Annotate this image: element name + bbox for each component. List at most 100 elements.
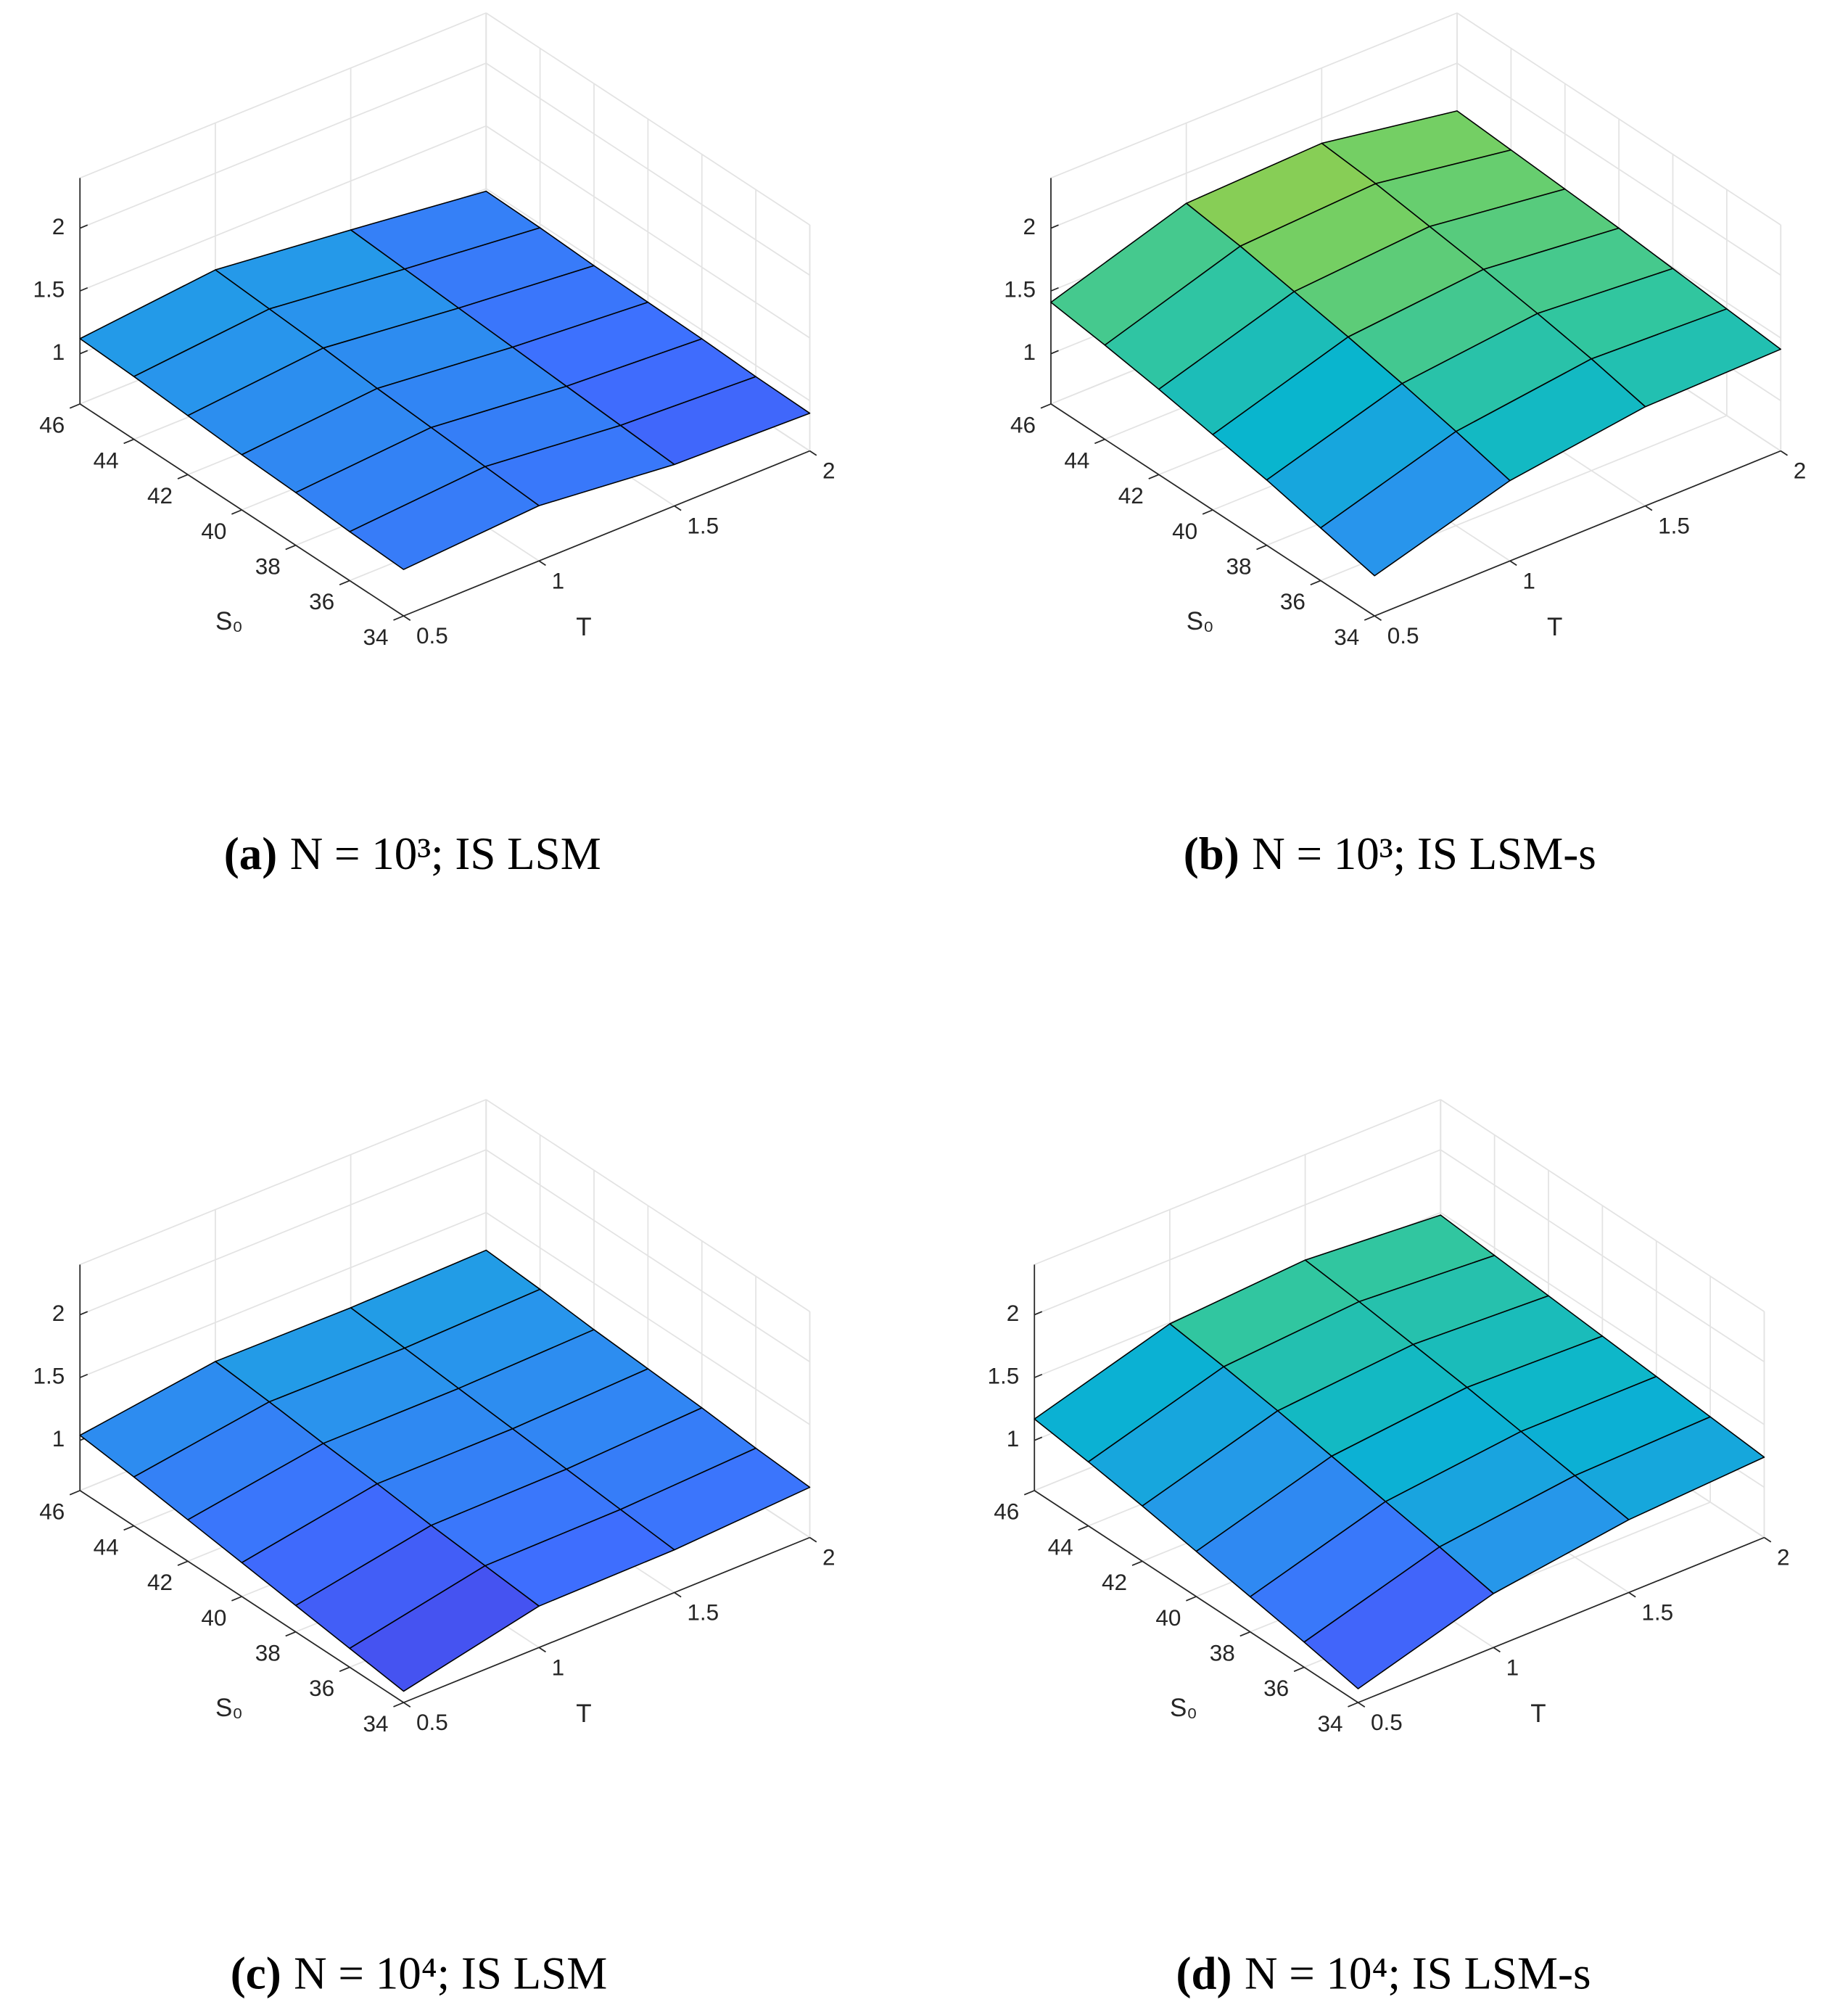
x-tick — [1493, 1647, 1501, 1653]
caption: N = 10⁴; IS LSM — [294, 1948, 607, 1998]
y-tick — [1040, 403, 1052, 409]
z-tick — [79, 224, 88, 229]
y-tick-label: 42 — [1118, 482, 1144, 508]
x-tick-label: 1 — [1506, 1654, 1519, 1680]
x-tick — [1358, 1702, 1366, 1708]
y-tick — [393, 1702, 404, 1708]
x-tick-label: 0.5 — [1371, 1709, 1403, 1735]
y-tick — [1148, 474, 1160, 479]
x-tick — [1628, 1591, 1636, 1598]
y-tick-label: 46 — [39, 1499, 65, 1525]
caption: N = 10³; IS LSM — [290, 828, 601, 879]
x-tick — [1645, 505, 1653, 511]
panel-label: (c) — [231, 1948, 281, 1998]
x-axis-label: T — [1547, 613, 1562, 641]
x-tick — [538, 1647, 546, 1653]
y-tick — [1202, 509, 1213, 515]
z-tick-label: 1.5 — [33, 1362, 65, 1388]
grid-line — [79, 1211, 487, 1378]
x-axis — [1358, 1536, 1765, 1703]
x-axis-label: T — [576, 613, 591, 641]
z-tick-label: 1.5 — [1004, 276, 1036, 302]
y-tick — [1186, 1596, 1197, 1602]
surface-face — [349, 466, 540, 570]
y-tick-label: 40 — [1155, 1605, 1181, 1631]
grid-line — [485, 1149, 810, 1363]
x-tick-label: 1.5 — [687, 1599, 719, 1626]
y-tick — [123, 1525, 134, 1531]
x-tick — [809, 450, 817, 456]
y-axis-label: S₀ — [215, 1694, 243, 1722]
y-tick — [1023, 1490, 1035, 1496]
y-tick-label: 40 — [201, 1605, 226, 1631]
y-axis-label: S₀ — [1170, 1694, 1197, 1722]
x-tick-label: 1.5 — [1658, 513, 1690, 539]
x-axis-label: T — [576, 1700, 591, 1728]
z-tick-label: 2 — [52, 213, 65, 239]
x-tick-label: 0.5 — [416, 622, 448, 648]
y-tick — [231, 1596, 242, 1602]
z-tick-label: 1 — [1023, 339, 1036, 365]
y-tick — [285, 544, 297, 551]
z-tick — [1034, 1373, 1043, 1378]
x-tick-label: 2 — [1777, 1544, 1790, 1570]
panel-label: (b) — [1184, 828, 1239, 879]
z-tick-label: 2 — [1007, 1300, 1020, 1326]
z-tick-label: 1.5 — [987, 1362, 1019, 1388]
y-tick-label: 34 — [1317, 1710, 1342, 1737]
y-tick — [285, 1631, 297, 1637]
y-tick-label: 46 — [994, 1499, 1019, 1525]
y-tick — [1131, 1560, 1143, 1566]
x-tick — [1509, 560, 1517, 567]
caption: N = 10³; IS LSM-s — [1252, 828, 1596, 879]
y-tick — [1348, 1702, 1358, 1708]
y-axis-label: S₀ — [1187, 607, 1214, 635]
y-tick — [1256, 544, 1267, 551]
y-tick-label: 36 — [1263, 1675, 1289, 1701]
z-tick — [1050, 350, 1059, 355]
y-tick-label: 40 — [1172, 518, 1197, 544]
x-tick — [1374, 615, 1382, 621]
grid-line — [485, 1211, 810, 1425]
surface-face — [1303, 1546, 1494, 1689]
y-tick-label: 42 — [1102, 1569, 1127, 1595]
grid-line — [1440, 1149, 1765, 1363]
y-tick — [231, 509, 242, 515]
y-tick-label: 42 — [147, 482, 173, 508]
z-tick — [79, 1373, 88, 1378]
grid-line — [1050, 62, 1458, 229]
y-tick — [1239, 1631, 1251, 1637]
y-tick-label: 34 — [1334, 624, 1359, 650]
z-tick — [1050, 224, 1059, 229]
y-tick-label: 34 — [363, 1710, 388, 1737]
z-tick — [1050, 287, 1059, 292]
x-tick-label: 2 — [822, 1544, 836, 1570]
x-tick-label: 2 — [1794, 458, 1807, 484]
x-tick-label: 1.5 — [687, 513, 719, 539]
z-tick-label: 1 — [1007, 1425, 1020, 1451]
y-tick-label: 38 — [255, 1640, 281, 1666]
y-tick — [393, 615, 404, 621]
box-edge — [79, 12, 487, 179]
x-tick — [809, 1536, 817, 1543]
y-tick-label: 36 — [309, 1675, 334, 1701]
y-tick-label: 44 — [1048, 1533, 1073, 1560]
caption: N = 10⁴; IS LSM-s — [1245, 1948, 1591, 1998]
y-tick — [1293, 1666, 1305, 1673]
x-tick — [1764, 1536, 1772, 1543]
x-tick — [538, 560, 546, 567]
y-tick-label: 44 — [94, 447, 119, 473]
y-axis-label: S₀ — [215, 607, 243, 635]
x-tick — [403, 1702, 411, 1708]
x-tick — [674, 1591, 682, 1598]
grid-line — [79, 1149, 487, 1316]
y-tick-label: 38 — [1210, 1640, 1235, 1666]
y-tick-label: 34 — [363, 624, 388, 650]
box-edge — [1034, 1099, 1441, 1266]
y-tick — [177, 1560, 189, 1566]
grid-line — [485, 188, 810, 402]
y-tick-label: 44 — [94, 1533, 119, 1560]
y-tick-label: 46 — [39, 412, 65, 438]
y-tick — [1364, 615, 1375, 621]
y-tick — [1094, 438, 1105, 445]
